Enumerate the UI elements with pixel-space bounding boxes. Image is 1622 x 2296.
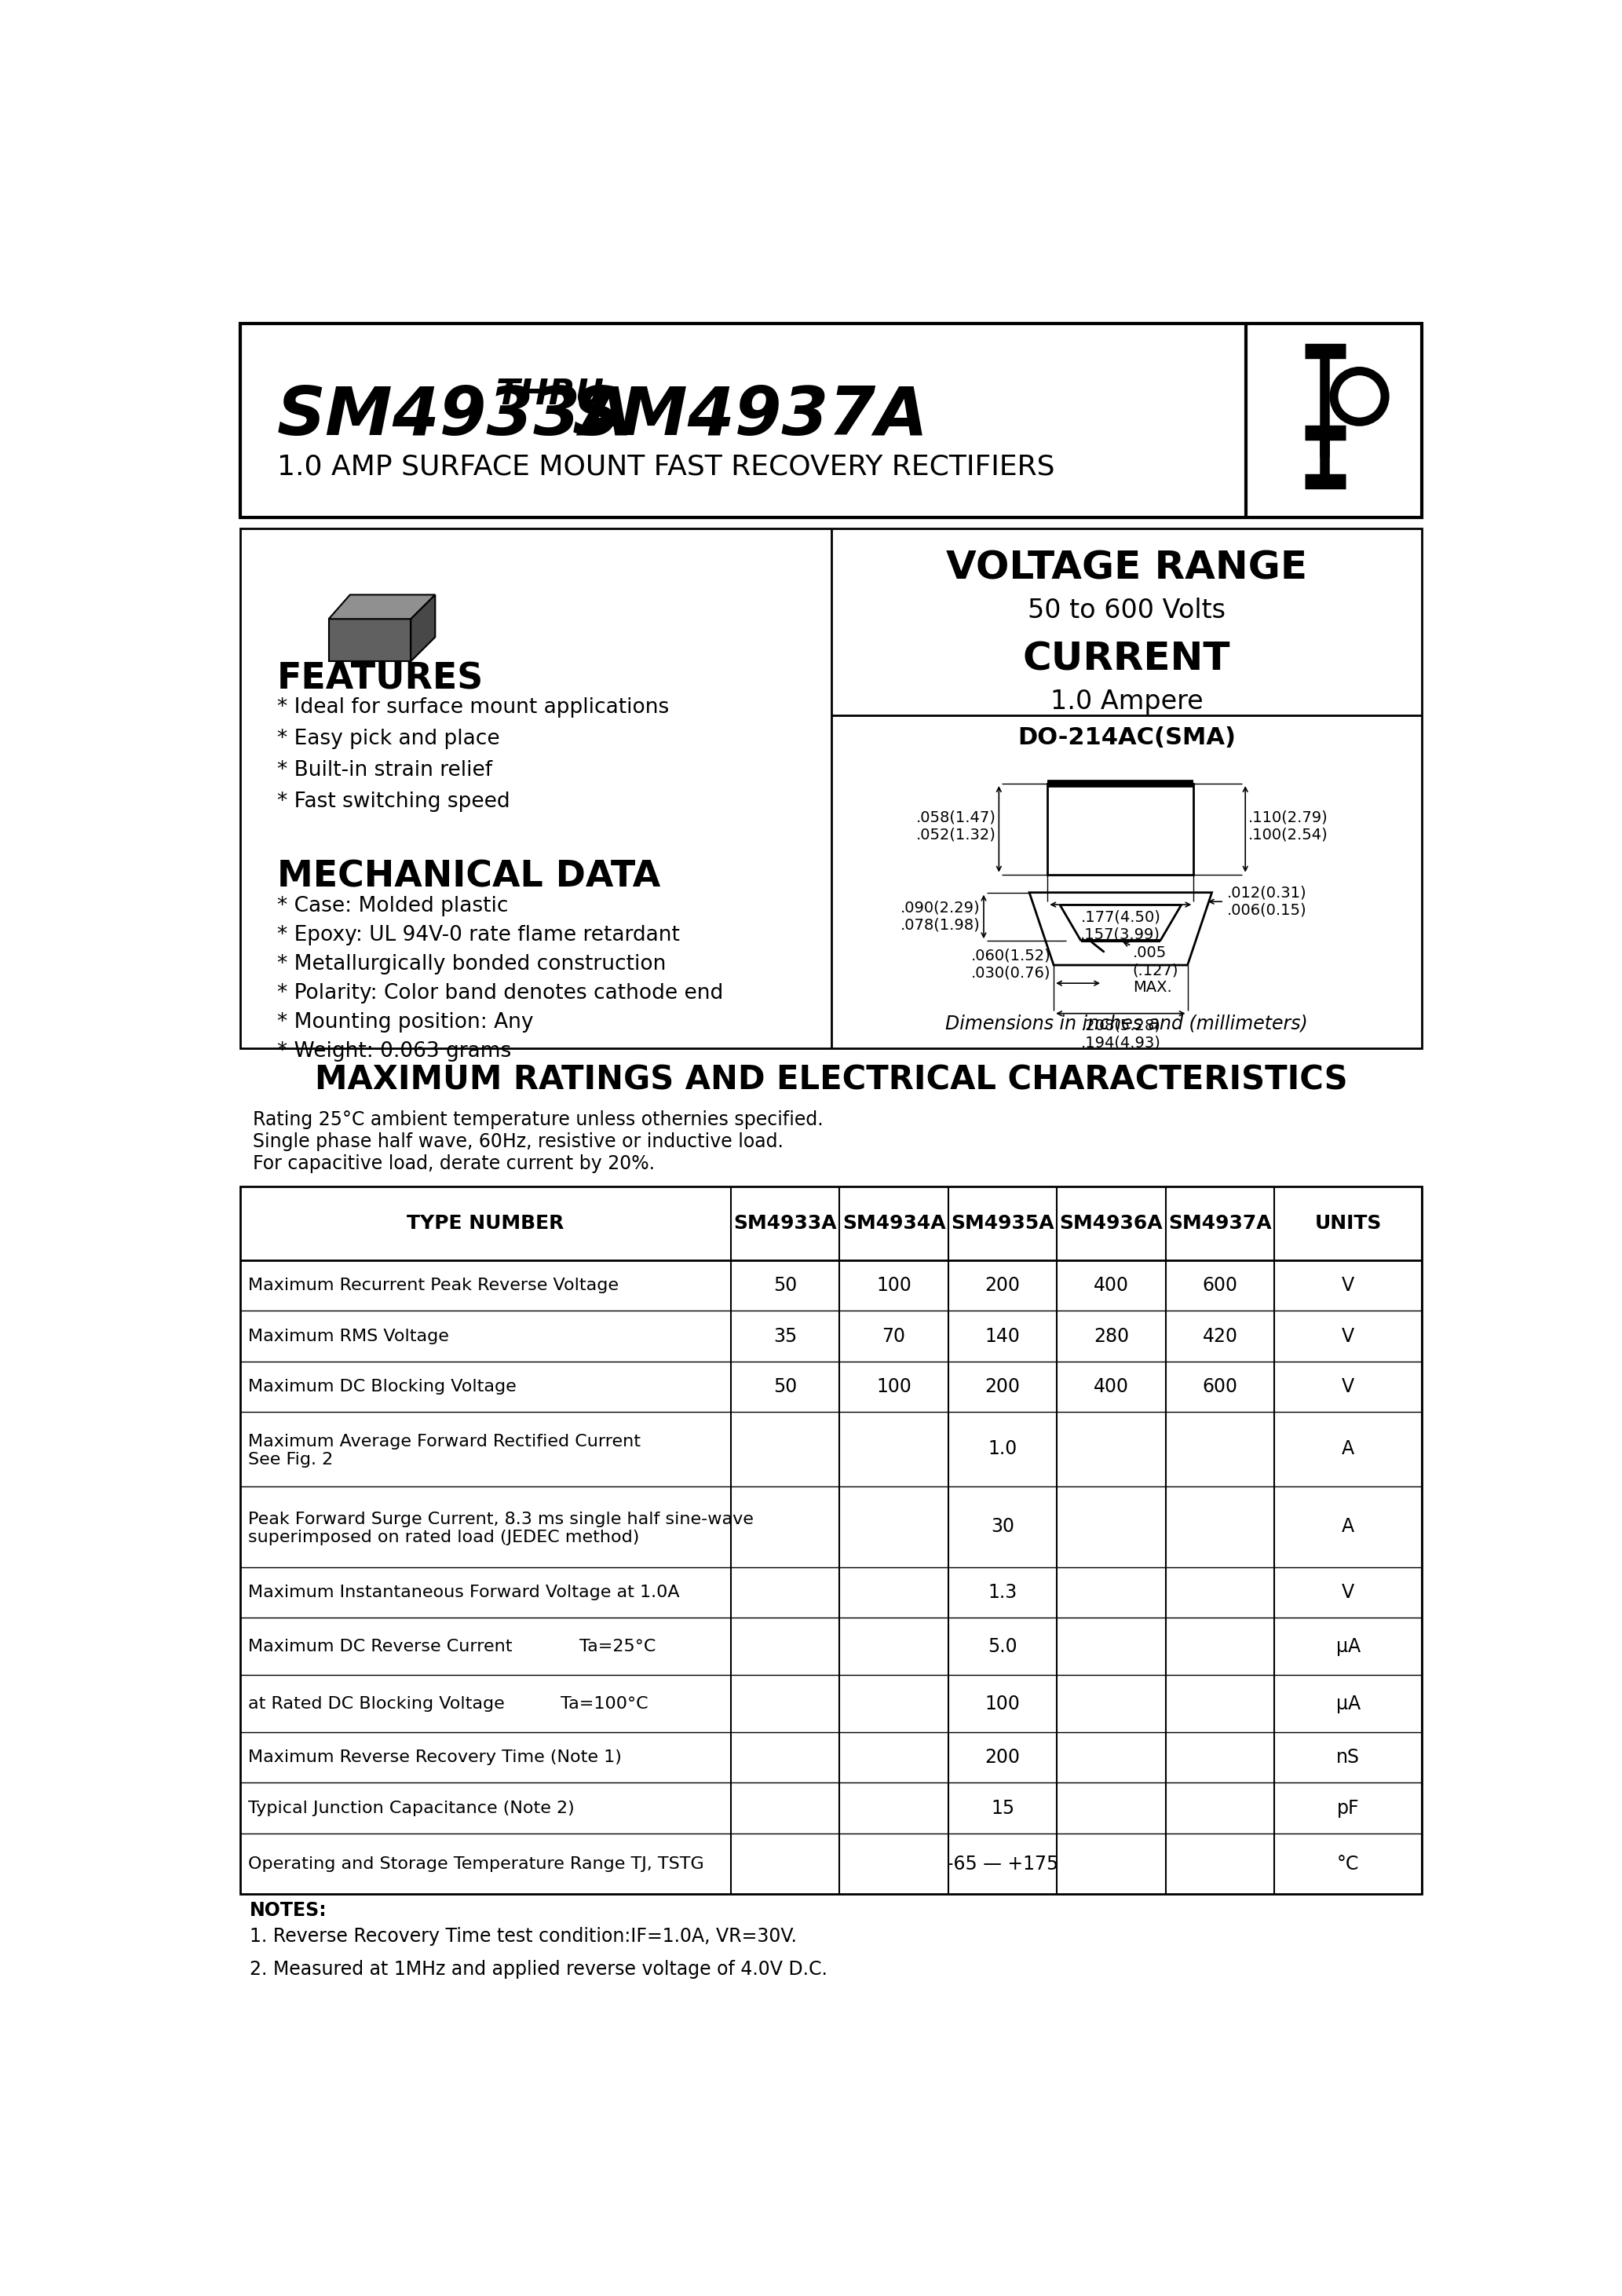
Text: * Ideal for surface mount applications: * Ideal for surface mount applications — [277, 698, 668, 719]
Text: 15: 15 — [991, 1798, 1014, 1818]
Text: .110(2.79)
.100(2.54): .110(2.79) .100(2.54) — [1249, 810, 1328, 843]
Text: CURRENT: CURRENT — [1023, 641, 1231, 677]
Text: 35: 35 — [774, 1327, 796, 1345]
Text: .058(1.47)
.052(1.32): .058(1.47) .052(1.32) — [916, 810, 996, 843]
Polygon shape — [410, 595, 435, 661]
Text: 100: 100 — [876, 1378, 912, 1396]
Text: at Rated DC Blocking Voltage          Ta=100°C: at Rated DC Blocking Voltage Ta=100°C — [248, 1697, 647, 1711]
Text: * Built-in strain relief: * Built-in strain relief — [277, 760, 491, 781]
Text: .060(1.52)
.030(0.76): .060(1.52) .030(0.76) — [970, 948, 1051, 980]
Text: 50: 50 — [774, 1378, 796, 1396]
Text: 600: 600 — [1202, 1277, 1238, 1295]
Text: * Weight: 0.063 grams: * Weight: 0.063 grams — [277, 1040, 511, 1061]
Text: Maximum Reverse Recovery Time (Note 1): Maximum Reverse Recovery Time (Note 1) — [248, 1750, 621, 1766]
Text: Dimensions in inches and (millimeters): Dimensions in inches and (millimeters) — [946, 1015, 1307, 1033]
Text: UNITS: UNITS — [1315, 1215, 1382, 1233]
Text: superimposed on rated load (JEDEC method): superimposed on rated load (JEDEC method… — [248, 1529, 639, 1545]
Text: SM4934A: SM4934A — [842, 1215, 946, 1233]
Text: 600: 600 — [1202, 1378, 1238, 1396]
Text: Maximum Instantaneous Forward Voltage at 1.0A: Maximum Instantaneous Forward Voltage at… — [248, 1584, 680, 1600]
Text: -65 — +175: -65 — +175 — [947, 1855, 1059, 1874]
Text: FEATURES: FEATURES — [277, 661, 483, 696]
Polygon shape — [329, 595, 435, 620]
Text: SM4936A: SM4936A — [1059, 1215, 1163, 1233]
Text: THRU: THRU — [496, 377, 605, 411]
Text: 1.0 AMP SURFACE MOUNT FAST RECOVERY RECTIFIERS: 1.0 AMP SURFACE MOUNT FAST RECOVERY RECT… — [277, 452, 1054, 480]
Text: Operating and Storage Temperature Range TJ, TSTG: Operating and Storage Temperature Range … — [248, 1855, 704, 1871]
Text: 1.0: 1.0 — [988, 1440, 1017, 1458]
Text: 1.3: 1.3 — [988, 1582, 1017, 1603]
Text: Maximum DC Blocking Voltage: Maximum DC Blocking Voltage — [248, 1380, 516, 1394]
Text: TYPE NUMBER: TYPE NUMBER — [407, 1215, 564, 1233]
Text: 2. Measured at 1MHz and applied reverse voltage of 4.0V D.C.: 2. Measured at 1MHz and applied reverse … — [250, 1961, 827, 1979]
Text: A: A — [1341, 1518, 1354, 1536]
Text: .012(0.31)
.006(0.15): .012(0.31) .006(0.15) — [1228, 886, 1307, 918]
Text: 50 to 600 Volts: 50 to 600 Volts — [1028, 597, 1226, 625]
Text: 1. Reverse Recovery Time test condition:IF=1.0A, VR=30V.: 1. Reverse Recovery Time test condition:… — [250, 1926, 796, 1945]
Text: * Fast switching speed: * Fast switching speed — [277, 792, 509, 813]
Text: μA: μA — [1337, 1637, 1361, 1655]
Text: See Fig. 2: See Fig. 2 — [248, 1451, 333, 1467]
Text: 400: 400 — [1093, 1277, 1129, 1295]
Text: 200: 200 — [985, 1378, 1020, 1396]
Text: Rating 25°C ambient temperature unless othernies specified.
Single phase half wa: Rating 25°C ambient temperature unless o… — [253, 1111, 822, 1173]
Text: .208(5.28)
.194(4.93): .208(5.28) .194(4.93) — [1080, 1019, 1161, 1052]
Text: μA: μA — [1337, 1694, 1361, 1713]
Text: SM4933A: SM4933A — [733, 1215, 837, 1233]
Text: 1.0 Ampere: 1.0 Ampere — [1051, 689, 1204, 714]
Text: .090(2.29)
.078(1.98): .090(2.29) .078(1.98) — [900, 900, 981, 932]
Text: VOLTAGE RANGE: VOLTAGE RANGE — [946, 549, 1307, 588]
Text: V: V — [1341, 1378, 1354, 1396]
Text: 200: 200 — [985, 1277, 1020, 1295]
Text: SM4933A: SM4933A — [277, 383, 633, 450]
Text: MAXIMUM RATINGS AND ELECTRICAL CHARACTERISTICS: MAXIMUM RATINGS AND ELECTRICAL CHARACTER… — [315, 1063, 1348, 1097]
Text: 400: 400 — [1093, 1378, 1129, 1396]
Text: Peak Forward Surge Current, 8.3 ms single half sine-wave: Peak Forward Surge Current, 8.3 ms singl… — [248, 1511, 753, 1527]
Text: A: A — [1341, 1440, 1354, 1458]
Text: 280: 280 — [1093, 1327, 1129, 1345]
Text: V: V — [1341, 1582, 1354, 1603]
Text: Maximum Average Forward Rectified Current: Maximum Average Forward Rectified Curren… — [248, 1435, 641, 1449]
Text: * Mounting position: Any: * Mounting position: Any — [277, 1013, 534, 1033]
Text: DO-214AC(SMA): DO-214AC(SMA) — [1017, 726, 1236, 748]
Bar — [1048, 783, 1194, 875]
Text: * Easy pick and place: * Easy pick and place — [277, 730, 500, 748]
Text: Maximum RMS Voltage: Maximum RMS Voltage — [248, 1329, 449, 1343]
Text: * Case: Molded plastic: * Case: Molded plastic — [277, 895, 508, 916]
Text: 420: 420 — [1202, 1327, 1238, 1345]
Text: .005
(.127)
MAX.: .005 (.127) MAX. — [1132, 946, 1179, 994]
Text: Typical Junction Capacitance (Note 2): Typical Junction Capacitance (Note 2) — [248, 1800, 574, 1816]
Text: nS: nS — [1337, 1747, 1359, 1768]
Bar — [240, 528, 1422, 1049]
Bar — [240, 324, 1422, 517]
Text: °C: °C — [1337, 1855, 1359, 1874]
Text: SM4937A: SM4937A — [1168, 1215, 1272, 1233]
Text: * Epoxy: UL 94V-0 rate flame retardant: * Epoxy: UL 94V-0 rate flame retardant — [277, 925, 680, 946]
Text: * Metallurgically bonded construction: * Metallurgically bonded construction — [277, 953, 667, 974]
Text: 30: 30 — [991, 1518, 1014, 1536]
Text: 50: 50 — [774, 1277, 796, 1295]
Text: 70: 70 — [882, 1327, 905, 1345]
Text: V: V — [1341, 1327, 1354, 1345]
Text: SM4935A: SM4935A — [950, 1215, 1054, 1233]
Text: 100: 100 — [985, 1694, 1020, 1713]
Text: Maximum Recurrent Peak Reverse Voltage: Maximum Recurrent Peak Reverse Voltage — [248, 1277, 618, 1293]
Text: 5.0: 5.0 — [988, 1637, 1017, 1655]
Text: Maximum DC Reverse Current            Ta=25°C: Maximum DC Reverse Current Ta=25°C — [248, 1639, 655, 1653]
Text: pF: pF — [1337, 1798, 1359, 1818]
Text: 140: 140 — [985, 1327, 1020, 1345]
Text: MECHANICAL DATA: MECHANICAL DATA — [277, 859, 660, 895]
Bar — [240, 1187, 1422, 1894]
Text: 200: 200 — [985, 1747, 1020, 1768]
Text: NOTES:: NOTES: — [250, 1901, 328, 1919]
Text: .177(4.50)
.157(3.99): .177(4.50) .157(3.99) — [1080, 909, 1161, 941]
Polygon shape — [329, 620, 410, 661]
Text: * Polarity: Color band denotes cathode end: * Polarity: Color band denotes cathode e… — [277, 983, 723, 1003]
Text: 100: 100 — [876, 1277, 912, 1295]
Text: V: V — [1341, 1277, 1354, 1295]
Text: SM4937A: SM4937A — [573, 383, 928, 450]
